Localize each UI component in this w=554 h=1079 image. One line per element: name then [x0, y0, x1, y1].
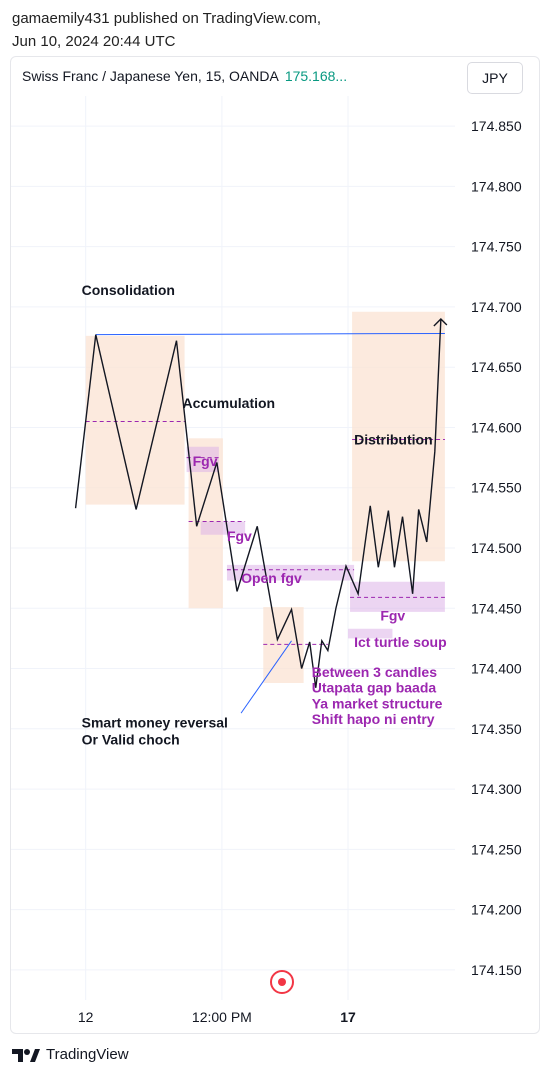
annotation-label: Shift hapo ni entry	[312, 711, 435, 727]
annotation-label: Ict turtle soup	[354, 634, 447, 650]
y-axis-tick-label: 174.800	[471, 178, 522, 194]
y-axis-tick-label: 174.700	[471, 299, 522, 315]
fgv-box	[350, 581, 445, 612]
fgv-box	[226, 564, 355, 581]
y-axis-tick-label: 174.750	[471, 239, 522, 255]
symbol-legend: Swiss Franc / Japanese Yen, 15, OANDA 175…	[22, 68, 347, 84]
symbol-price: 175.168...	[284, 68, 348, 84]
y-axis-tick-label: 174.500	[471, 540, 522, 556]
footer: TradingView	[12, 1046, 129, 1063]
y-axis-tick-label: 174.450	[471, 600, 522, 616]
price-path	[74, 318, 442, 688]
annotation-label: Ya market structure	[312, 695, 443, 711]
y-axis-tick-label: 174.850	[471, 118, 522, 134]
x-axis-tick-label: 12	[78, 1009, 94, 1025]
y-axis-tick-label: 174.300	[471, 781, 522, 797]
fgv-box	[200, 521, 246, 535]
record-icon[interactable]	[268, 968, 296, 996]
annotation-label: Or Valid choch	[82, 731, 180, 747]
y-axis-tick-label: 174.200	[471, 902, 522, 918]
y-axis-tick-label: 174.150	[471, 962, 522, 978]
y-axis-tick-label: 174.250	[471, 841, 522, 857]
y-axis-tick-label: 174.550	[471, 480, 522, 496]
x-axis-tick-label: 12:00 PM	[192, 1009, 252, 1025]
y-axis-tick-label: 174.600	[471, 419, 522, 435]
annotation-label: Distribution	[354, 431, 433, 447]
annotation-label: Open fgv	[241, 570, 302, 586]
y-axis-tick-label: 174.650	[471, 359, 522, 375]
footer-brand: TradingView	[46, 1046, 129, 1063]
published-date-text: Jun 10, 2024 20:44 UTC	[12, 33, 176, 50]
annotation-label: Utapata gap baada	[312, 680, 437, 696]
tradingview-logo-icon[interactable]	[12, 1047, 40, 1063]
zone-box	[85, 335, 185, 505]
y-axis-tick-label: 174.350	[471, 721, 522, 737]
resistance-line	[95, 332, 445, 336]
path-arrowhead	[433, 317, 448, 327]
published-by-text: gamaemily431 published on TradingView.co…	[12, 10, 322, 27]
annotation-label: Consolidation	[82, 282, 175, 298]
annotation-label: Smart money reversal	[82, 715, 228, 731]
annotation-label: Fgv	[193, 453, 218, 469]
x-axis-tick-label: 17	[340, 1009, 356, 1025]
annotation-label: Accumulation	[183, 395, 276, 411]
annotation-label: Fgv	[380, 607, 405, 623]
fgv-box	[186, 446, 219, 473]
fgv-box	[348, 628, 393, 639]
currency-button[interactable]: JPY	[467, 62, 523, 94]
annotation-label: Fgv	[227, 528, 252, 544]
y-axis-tick-label: 174.400	[471, 661, 522, 677]
annotation-label: Between 3 candles	[312, 664, 437, 680]
symbol-name: Swiss Franc / Japanese Yen, 15, OANDA	[22, 68, 279, 84]
reversal-arrow	[240, 640, 292, 714]
chart-card	[10, 56, 540, 1034]
